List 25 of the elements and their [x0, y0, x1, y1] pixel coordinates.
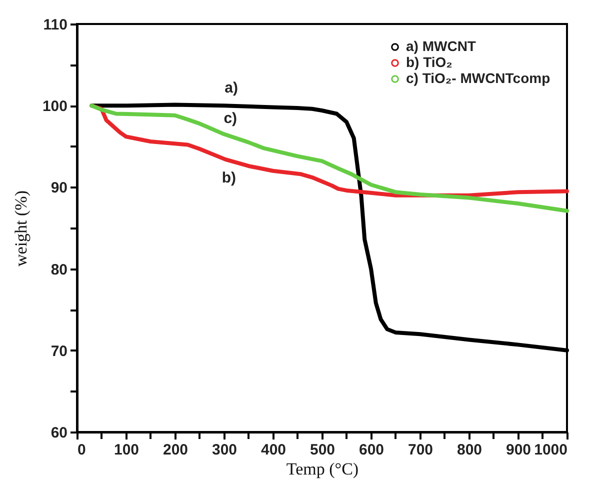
x-tick-label: 300 [212, 442, 238, 458]
y-tick-label: 80 [50, 261, 68, 278]
y-axis-title: weight (%) [11, 190, 30, 267]
legend-label: a) MWCNT [406, 38, 476, 54]
y-tick-label: 100 [42, 98, 68, 116]
x-tick-label: 600 [358, 442, 384, 458]
x-axis-title: Temp (°C) [286, 460, 359, 478]
annotation: a) [224, 80, 238, 97]
x-tick-label: 700 [408, 442, 434, 458]
annotation: b) [222, 169, 236, 186]
y-tick-label: 60 [50, 424, 68, 442]
x-tick-label: 500 [310, 442, 336, 458]
x-tick-label: 0 [78, 442, 86, 458]
x-tick-label: 900 [506, 442, 532, 458]
legend-label: c) TiO₂- MWCNTcomp [406, 70, 550, 86]
annotation: c) [224, 110, 238, 127]
y-tick-label: 70 [50, 342, 68, 360]
y-tick-label: 110 [43, 16, 68, 34]
y-tick-label: 90 [50, 180, 68, 197]
x-tick-label: 400 [260, 442, 286, 458]
x-tick-label: 1000 [534, 442, 568, 458]
legend-label: b) TiO₂ [406, 54, 452, 70]
x-tick-label: 800 [456, 442, 482, 458]
x-tick-label: 100 [114, 442, 140, 458]
x-tick-label: 200 [162, 442, 188, 458]
